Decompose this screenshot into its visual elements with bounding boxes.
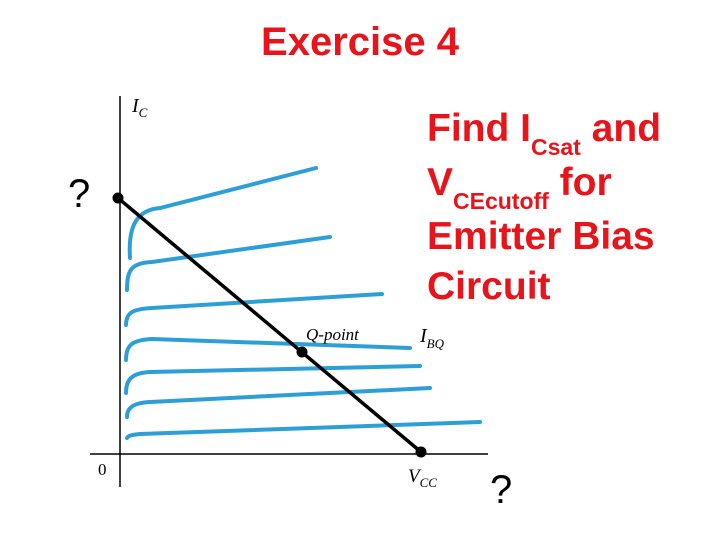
slide-title: Exercise 4 [261, 20, 459, 64]
ib-curve-1 [125, 420, 482, 440]
ib-curves [124, 166, 482, 440]
ib-curve-3 [124, 364, 422, 395]
ic-sat-point [112, 192, 124, 204]
ibq-label: IBQ [419, 325, 445, 351]
ib-curve-2 [125, 386, 432, 419]
ib-curve-5 [124, 292, 384, 327]
question-mark-vce-cutoff: ? [490, 468, 513, 512]
task-line-2: VCEcutoff for [427, 161, 612, 214]
ib-curve-4 [124, 336, 412, 362]
task-text: Find ICsat and VCEcutoff for Emitter Bia… [427, 104, 661, 312]
x-axis-end-label: VCC [408, 466, 437, 490]
task-line-3: Emitter Bias [427, 215, 655, 258]
q-point-label: Q-point [306, 325, 360, 344]
ib-curve-6 [125, 235, 332, 292]
task-line-1: Find ICsat and [427, 107, 662, 160]
y-axis-label: IC [131, 95, 148, 120]
question-mark-ic-sat: ? [68, 172, 91, 216]
origin-label: 0 [98, 460, 107, 479]
load-line [116, 196, 423, 454]
vce-cutoff-point [415, 446, 427, 458]
ib-curve-7 [127, 166, 318, 260]
q-point-marker [296, 346, 308, 358]
task-line-4: Circuit [427, 265, 551, 308]
